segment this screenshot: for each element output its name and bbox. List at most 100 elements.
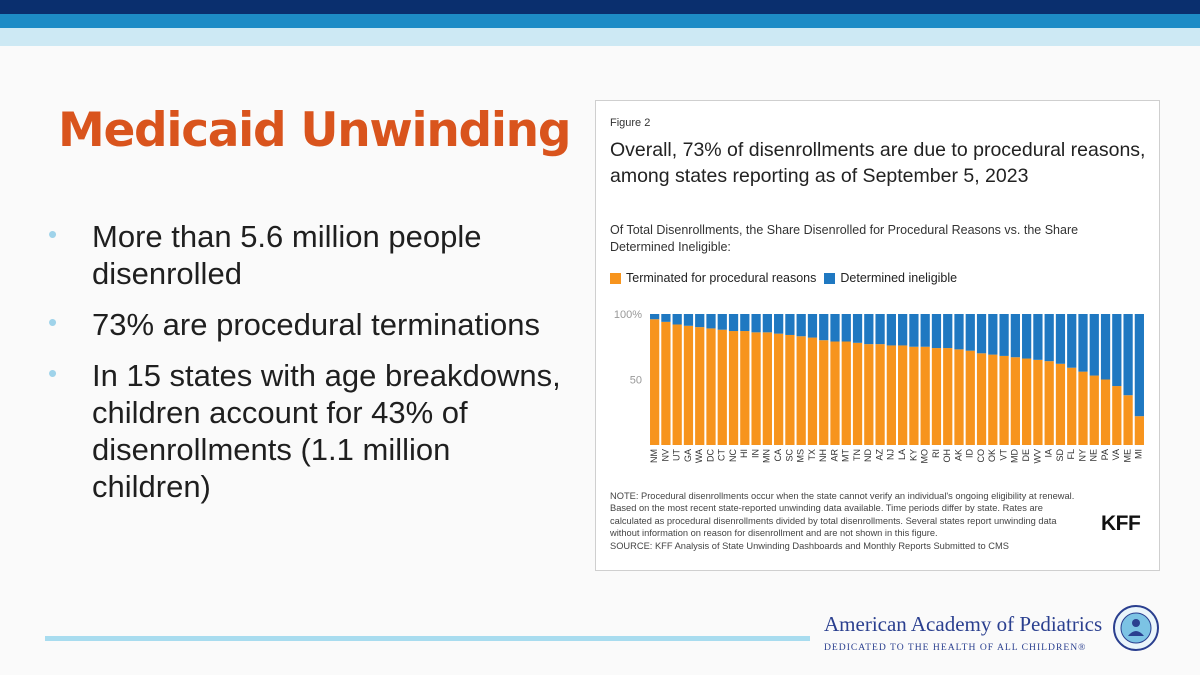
bar-ineligible — [1123, 314, 1133, 396]
bar-procedural — [988, 354, 998, 445]
x-tick-label: OH — [942, 449, 952, 463]
bar-ineligible — [706, 314, 716, 329]
x-tick-label: ND — [863, 449, 873, 462]
x-tick-label: NH — [818, 449, 828, 462]
x-tick-label: GA — [683, 449, 693, 462]
bar-procedural — [1078, 371, 1088, 445]
x-tick-label: AZ — [874, 449, 884, 461]
y-tick-label: 100% — [614, 309, 642, 321]
x-tick-label: CT — [717, 449, 727, 461]
header-band-light — [0, 28, 1200, 46]
bar-ineligible — [1022, 314, 1032, 359]
bar-procedural — [683, 325, 694, 445]
bar-procedural — [898, 345, 908, 445]
x-tick-label: NC — [728, 449, 738, 462]
legend-label-ineligible: Determined ineligible — [840, 271, 958, 285]
x-tick-label: SC — [784, 449, 794, 462]
bullet-dot-icon: • — [48, 358, 58, 388]
x-tick-label: MI — [1134, 449, 1144, 459]
x-tick-label: KY — [908, 449, 918, 461]
bar-ineligible — [886, 314, 896, 346]
bar-procedural — [762, 332, 772, 445]
bar-procedural — [807, 337, 818, 445]
bar-procedural — [1067, 367, 1077, 445]
x-tick-label: NY — [1077, 449, 1087, 462]
x-tick-label: CO — [976, 449, 986, 463]
bar-procedural — [751, 332, 761, 445]
x-tick-label: HI — [739, 449, 749, 458]
x-tick-label: MN — [762, 449, 772, 463]
bar-procedural — [740, 331, 750, 445]
bar-ineligible — [672, 314, 682, 325]
bar-procedural — [1112, 386, 1122, 445]
org-tagline: DEDICATED TO THE HEALTH OF ALL CHILDREN® — [824, 642, 1087, 653]
bar-ineligible — [976, 314, 987, 354]
x-tick-label: NM — [649, 449, 659, 463]
bar-procedural — [909, 346, 919, 445]
bar-ineligible — [683, 314, 694, 326]
bar-ineligible — [796, 314, 806, 337]
bar-procedural — [1089, 375, 1099, 445]
chart-legend: Terminated for procedural reasons Determ… — [610, 271, 965, 285]
legend-swatch-ineligible — [824, 272, 836, 284]
bar-procedural — [830, 341, 840, 445]
bullet-text: In 15 states with age breakdowns, childr… — [92, 358, 561, 504]
bar-ineligible — [1055, 314, 1066, 364]
x-tick-label: TX — [807, 449, 817, 461]
x-tick-label: CA — [773, 449, 783, 462]
bar-ineligible — [717, 314, 727, 330]
bar-ineligible — [898, 314, 908, 346]
x-tick-label: LA — [897, 449, 907, 460]
bar-ineligible — [852, 314, 863, 343]
bar-procedural — [1010, 357, 1020, 445]
bar-ineligible — [1033, 314, 1043, 360]
x-tick-label: MS — [796, 449, 806, 463]
bar-procedural — [728, 331, 739, 445]
org-name: American Academy of Pediatrics — [824, 612, 1103, 636]
bar-procedural — [774, 333, 784, 445]
x-tick-label: AK — [953, 449, 963, 461]
bar-procedural — [999, 355, 1009, 445]
x-tick-label: OK — [987, 449, 997, 462]
bullet-item: • 73% are procedural terminations — [48, 306, 568, 343]
bar-procedural — [920, 346, 930, 445]
x-tick-label: WA — [694, 449, 704, 463]
bar-ineligible — [774, 314, 784, 334]
bullet-list: • More than 5.6 million people disenrolle… — [48, 218, 568, 519]
x-tick-label: DE — [1021, 449, 1031, 462]
bullet-item: • More than 5.6 million people disenrolle… — [48, 218, 568, 292]
bar-ineligible — [751, 314, 761, 333]
x-tick-label: NE — [1089, 449, 1099, 462]
x-tick-label: NV — [660, 449, 670, 462]
bullet-item: • In 15 states with age breakdowns, child… — [48, 357, 568, 505]
bar-ineligible — [819, 314, 829, 341]
bar-ineligible — [695, 314, 705, 328]
x-tick-label: FL — [1066, 449, 1076, 460]
x-tick-label: MT — [841, 449, 851, 462]
figure-label: Figure 2 — [610, 117, 651, 129]
bar-ineligible — [1067, 314, 1077, 368]
x-tick-label: ID — [965, 448, 975, 458]
figure-note: NOTE: Procedural disenrollments occur wh… — [610, 490, 1085, 552]
x-tick-label: MD — [1010, 449, 1020, 463]
x-tick-label: NJ — [886, 449, 896, 460]
bar-procedural — [695, 327, 705, 445]
bar-ineligible — [1112, 314, 1122, 387]
x-tick-label: MO — [920, 449, 930, 464]
bar-ineligible — [1044, 314, 1054, 362]
bar-procedural — [931, 348, 942, 445]
bar-procedural — [965, 350, 975, 445]
bar-ineligible — [943, 314, 953, 349]
bar-ineligible — [807, 314, 818, 338]
bar-ineligible — [762, 314, 772, 333]
footer-divider — [45, 636, 810, 641]
bar-ineligible — [1134, 314, 1144, 417]
source-text: SOURCE: KFF Analysis of State Unwinding … — [610, 540, 1009, 551]
bar-ineligible — [931, 314, 942, 349]
bar-ineligible — [875, 314, 885, 345]
y-tick-label: 50 — [630, 375, 642, 387]
bar-ineligible — [661, 314, 671, 322]
legend-item-ineligible: Determined ineligible — [824, 271, 957, 285]
bar-procedural — [819, 340, 829, 445]
bar-procedural — [886, 345, 896, 445]
